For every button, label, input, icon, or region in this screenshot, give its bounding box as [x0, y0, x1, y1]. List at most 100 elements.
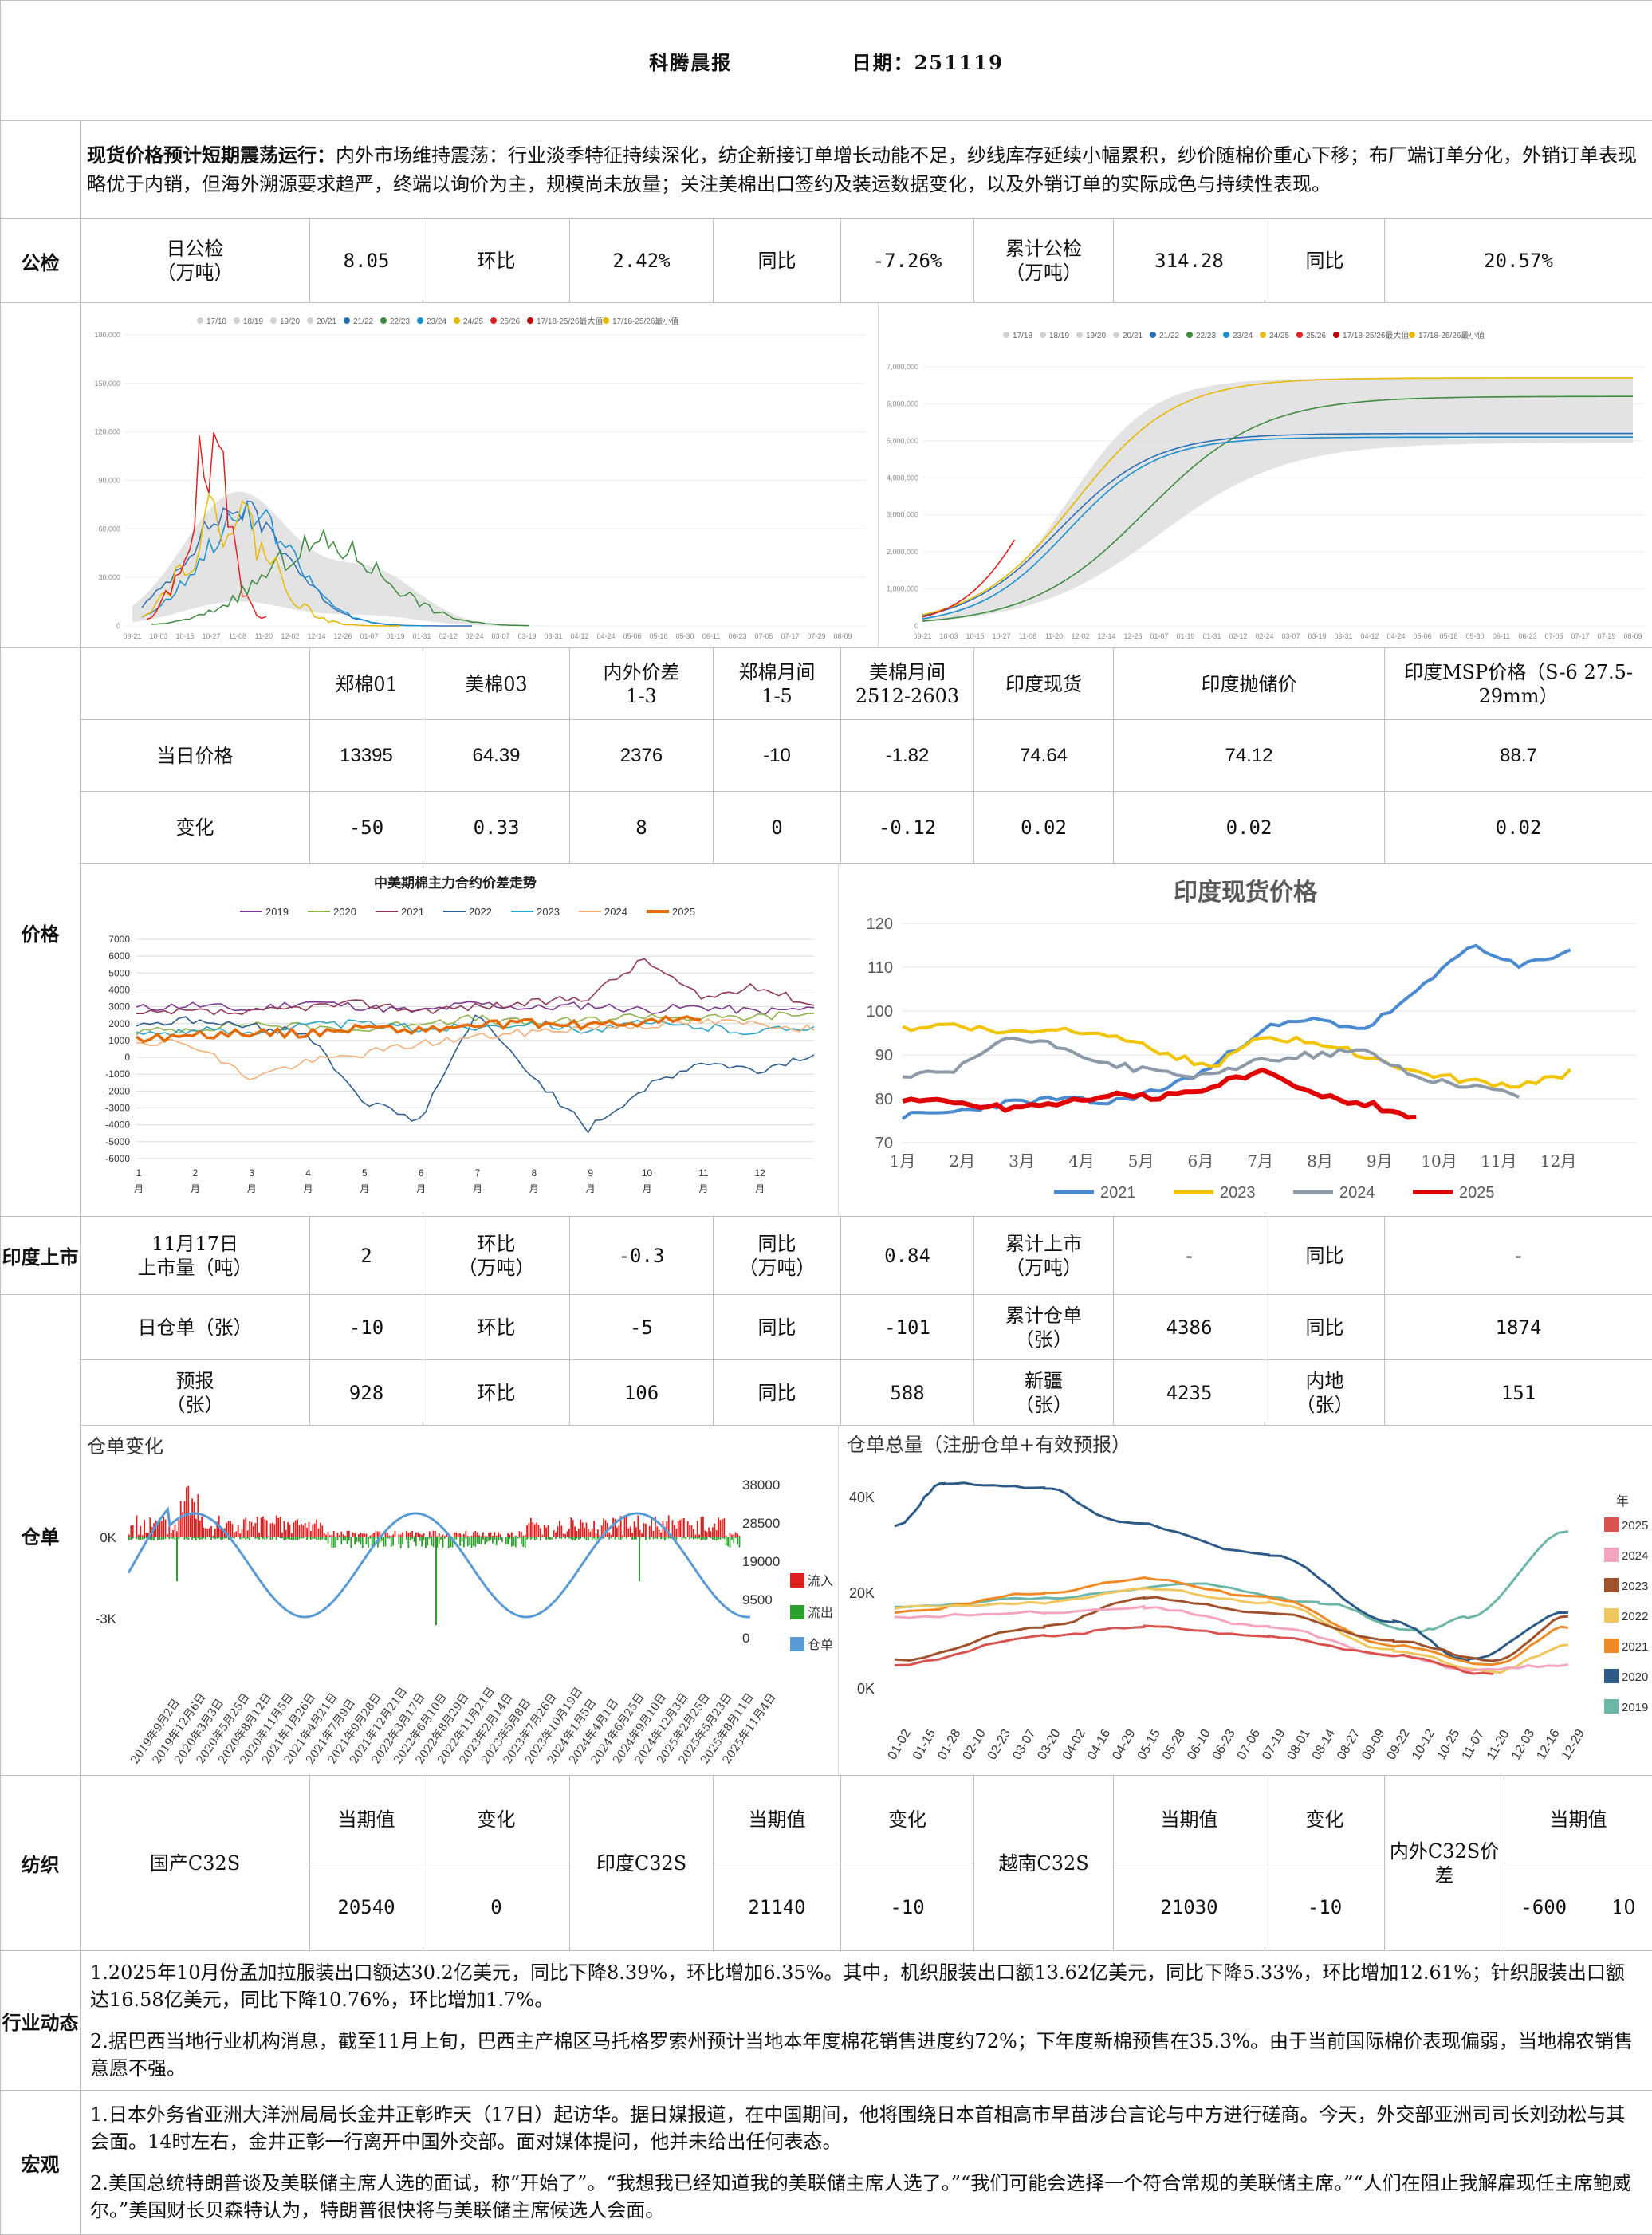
outflow-bar: [502, 1537, 503, 1542]
y-tick-label: -3K: [96, 1611, 117, 1627]
outflow-spike: [176, 1537, 178, 1581]
x-tick-label: 7月: [1247, 1151, 1273, 1171]
outflow-bar: [668, 1537, 670, 1538]
inflow-bar: [314, 1524, 316, 1537]
warrant-mom-label: 环比: [423, 1295, 570, 1360]
india-yarn-label: 印度C32S: [570, 1776, 714, 1951]
outflow-bar: [335, 1537, 336, 1548]
inspection-mom-label: 环比: [423, 219, 570, 303]
inflow-bar: [253, 1526, 254, 1537]
inflow-bar: [563, 1533, 564, 1537]
y-tick-label: 120: [867, 915, 893, 933]
section-india-market: 印度上市: [1, 1217, 81, 1295]
outflow-bar: [369, 1537, 371, 1539]
outflow-bar: [325, 1537, 327, 1540]
inflow-bar: [548, 1525, 549, 1537]
inflow-bar: [318, 1529, 320, 1537]
change-cell: 0: [714, 792, 841, 864]
outflow-bar: [213, 1537, 214, 1538]
x-tick-label: 12-29: [1560, 1727, 1587, 1762]
inflow-bar: [340, 1532, 342, 1537]
outflow-bar: [291, 1537, 293, 1540]
outflow-bar: [245, 1537, 246, 1540]
industry-item: 1.2025年10月份孟加拉服装出口额达30.2亿美元，同比下降8.39%，环比…: [90, 1959, 1642, 2013]
inflow-bar: [165, 1520, 167, 1537]
daily-inspection-label: 日公检 （万吨）: [81, 219, 310, 303]
inflow-bar: [199, 1521, 201, 1537]
legend-marker: [1040, 332, 1046, 338]
outflow-bar: [175, 1537, 176, 1540]
inflow-bar: [511, 1533, 513, 1537]
forecast-value: 928: [310, 1360, 423, 1426]
inflow-bar: [372, 1534, 373, 1537]
domestic-yarn-label: 国产C32S: [81, 1776, 310, 1951]
daily-inspection-value: 8.05: [310, 219, 423, 303]
inflow-bar: [473, 1532, 474, 1537]
x-tick-label: 01-19: [386, 632, 404, 640]
outflow-bar: [144, 1537, 145, 1539]
outflow-bar: [559, 1537, 560, 1538]
inflow-bar: [720, 1520, 722, 1537]
outflow-bar: [242, 1537, 243, 1539]
y-tick-label: 90,000: [98, 477, 120, 485]
inflow-bar: [525, 1535, 526, 1537]
y-tick-label: 90: [875, 1047, 893, 1064]
x-tick-label: 06-23: [1518, 632, 1536, 640]
outflow-bar: [194, 1537, 195, 1538]
outflow-bar: [218, 1537, 220, 1538]
inflow-bar: [415, 1533, 417, 1537]
inflow-bar: [689, 1525, 690, 1537]
x-tick-label: 04-02: [1060, 1727, 1088, 1762]
inflow-bar: [730, 1533, 731, 1537]
y-tick-label: 0K: [857, 1681, 875, 1697]
inflow-bar: [190, 1515, 191, 1537]
y-tick-label: 70: [875, 1135, 893, 1152]
outflow-bar: [611, 1537, 612, 1538]
inflow-bar: [624, 1516, 626, 1537]
outflow-bar: [492, 1537, 494, 1544]
outflow-bar: [254, 1537, 256, 1539]
y-tick-label: 1000: [108, 1035, 130, 1046]
x-tick-label: 2月: [949, 1151, 975, 1171]
inflow-bar: [186, 1487, 187, 1537]
section-macro: 宏观: [1, 2091, 81, 2235]
outflow-bar: [392, 1537, 394, 1545]
inflow-bar: [423, 1533, 425, 1537]
warrant-total-chart: 仓单总量（注册仓单+有效预报）40K20K0K01-0201-1501-2802…: [839, 1426, 1652, 1775]
inflow-bar: [214, 1529, 216, 1537]
x-tick-label: 08-14: [1310, 1727, 1338, 1762]
inflow-bar: [710, 1532, 712, 1537]
outflow-bar: [140, 1537, 141, 1540]
inflow-bar: [639, 1530, 641, 1537]
legend-marker: [527, 317, 533, 324]
outflow-bar: [340, 1537, 342, 1544]
outflow-bar: [130, 1537, 132, 1540]
outflow-bar: [347, 1537, 348, 1544]
outflow-bar: [534, 1537, 536, 1540]
outflow-bar: [697, 1537, 698, 1539]
x-tick-label: 10-03: [939, 632, 958, 640]
x-tick-label: 03-07: [491, 632, 509, 640]
outflow-bar: [733, 1537, 734, 1543]
inflow-bar: [328, 1532, 329, 1537]
x-tick-unit: 月: [303, 1183, 313, 1194]
market-summary: 现货价格预计短期震荡运行：内外市场维持震荡：行业淡季特征持续深化，纺企新接订单增…: [81, 121, 1652, 219]
inflow-bar: [545, 1527, 547, 1537]
legend-label: 2023: [1622, 1580, 1648, 1593]
inflow-bar: [694, 1535, 696, 1537]
warrant-yoy-value: -101: [841, 1295, 974, 1360]
x-tick-label: 1月: [890, 1151, 916, 1171]
range-band: [922, 378, 1633, 622]
outflow-bar: [257, 1537, 258, 1539]
legend-label: 17/18-25/26最小值: [612, 316, 678, 326]
inflow-bar: [477, 1533, 478, 1537]
x-tick-label: 09-21: [123, 632, 141, 640]
inflow-bar: [574, 1526, 576, 1537]
outflow-bar: [350, 1537, 352, 1548]
inflow-bar: [679, 1520, 681, 1537]
forecast-label: 预报 （张）: [81, 1360, 310, 1426]
price-cell: 74.12: [1114, 720, 1385, 792]
section-warehouse: 仓单: [1, 1295, 81, 1776]
inflow-bar: [262, 1517, 264, 1537]
legend-label: 17/18-25/26最大值: [1343, 330, 1409, 340]
